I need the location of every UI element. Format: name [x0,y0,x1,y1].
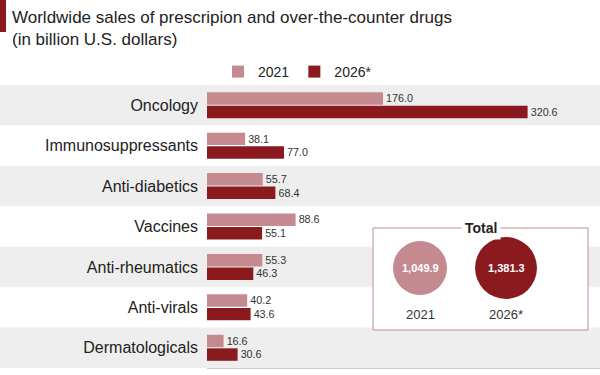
svg-text:176.0: 176.0 [386,92,413,104]
svg-text:55.1: 55.1 [265,227,286,239]
svg-text:55.3: 55.3 [265,254,286,266]
svg-text:Oncology: Oncology [130,97,198,114]
svg-text:Total: Total [465,220,497,236]
svg-text:1,049.9: 1,049.9 [402,262,439,274]
svg-text:Worldwide sales of prescripion: Worldwide sales of prescripion and over-… [12,8,452,49]
svg-text:2021: 2021 [258,64,289,80]
svg-text:Anti-rheumatics: Anti-rheumatics [87,259,198,276]
svg-text:Vaccines: Vaccines [134,218,198,235]
svg-text:320.6: 320.6 [531,106,558,118]
svg-text:55.7: 55.7 [266,173,287,185]
svg-text:38.1: 38.1 [248,133,269,145]
svg-text:Dermatologicals: Dermatologicals [83,339,198,356]
svg-text:88.6: 88.6 [299,213,320,225]
svg-text:2021: 2021 [406,307,435,322]
svg-text:68.4: 68.4 [278,187,299,199]
svg-text:2026*: 2026* [489,307,523,322]
svg-text:46.3: 46.3 [256,267,277,279]
svg-text:Immunosuppressants: Immunosuppressants [45,137,198,154]
svg-text:1,381.3: 1,381.3 [488,262,525,274]
svg-text:Anti-diabetics: Anti-diabetics [102,178,198,195]
svg-text:77.0: 77.0 [287,146,308,158]
svg-text:30.6: 30.6 [241,348,262,360]
svg-text:43.6: 43.6 [254,308,275,320]
svg-text:40.2: 40.2 [250,294,271,306]
svg-text:2026*: 2026* [334,64,371,80]
svg-text:Anti-virals: Anti-virals [128,299,198,316]
svg-text:16.6: 16.6 [227,335,248,347]
